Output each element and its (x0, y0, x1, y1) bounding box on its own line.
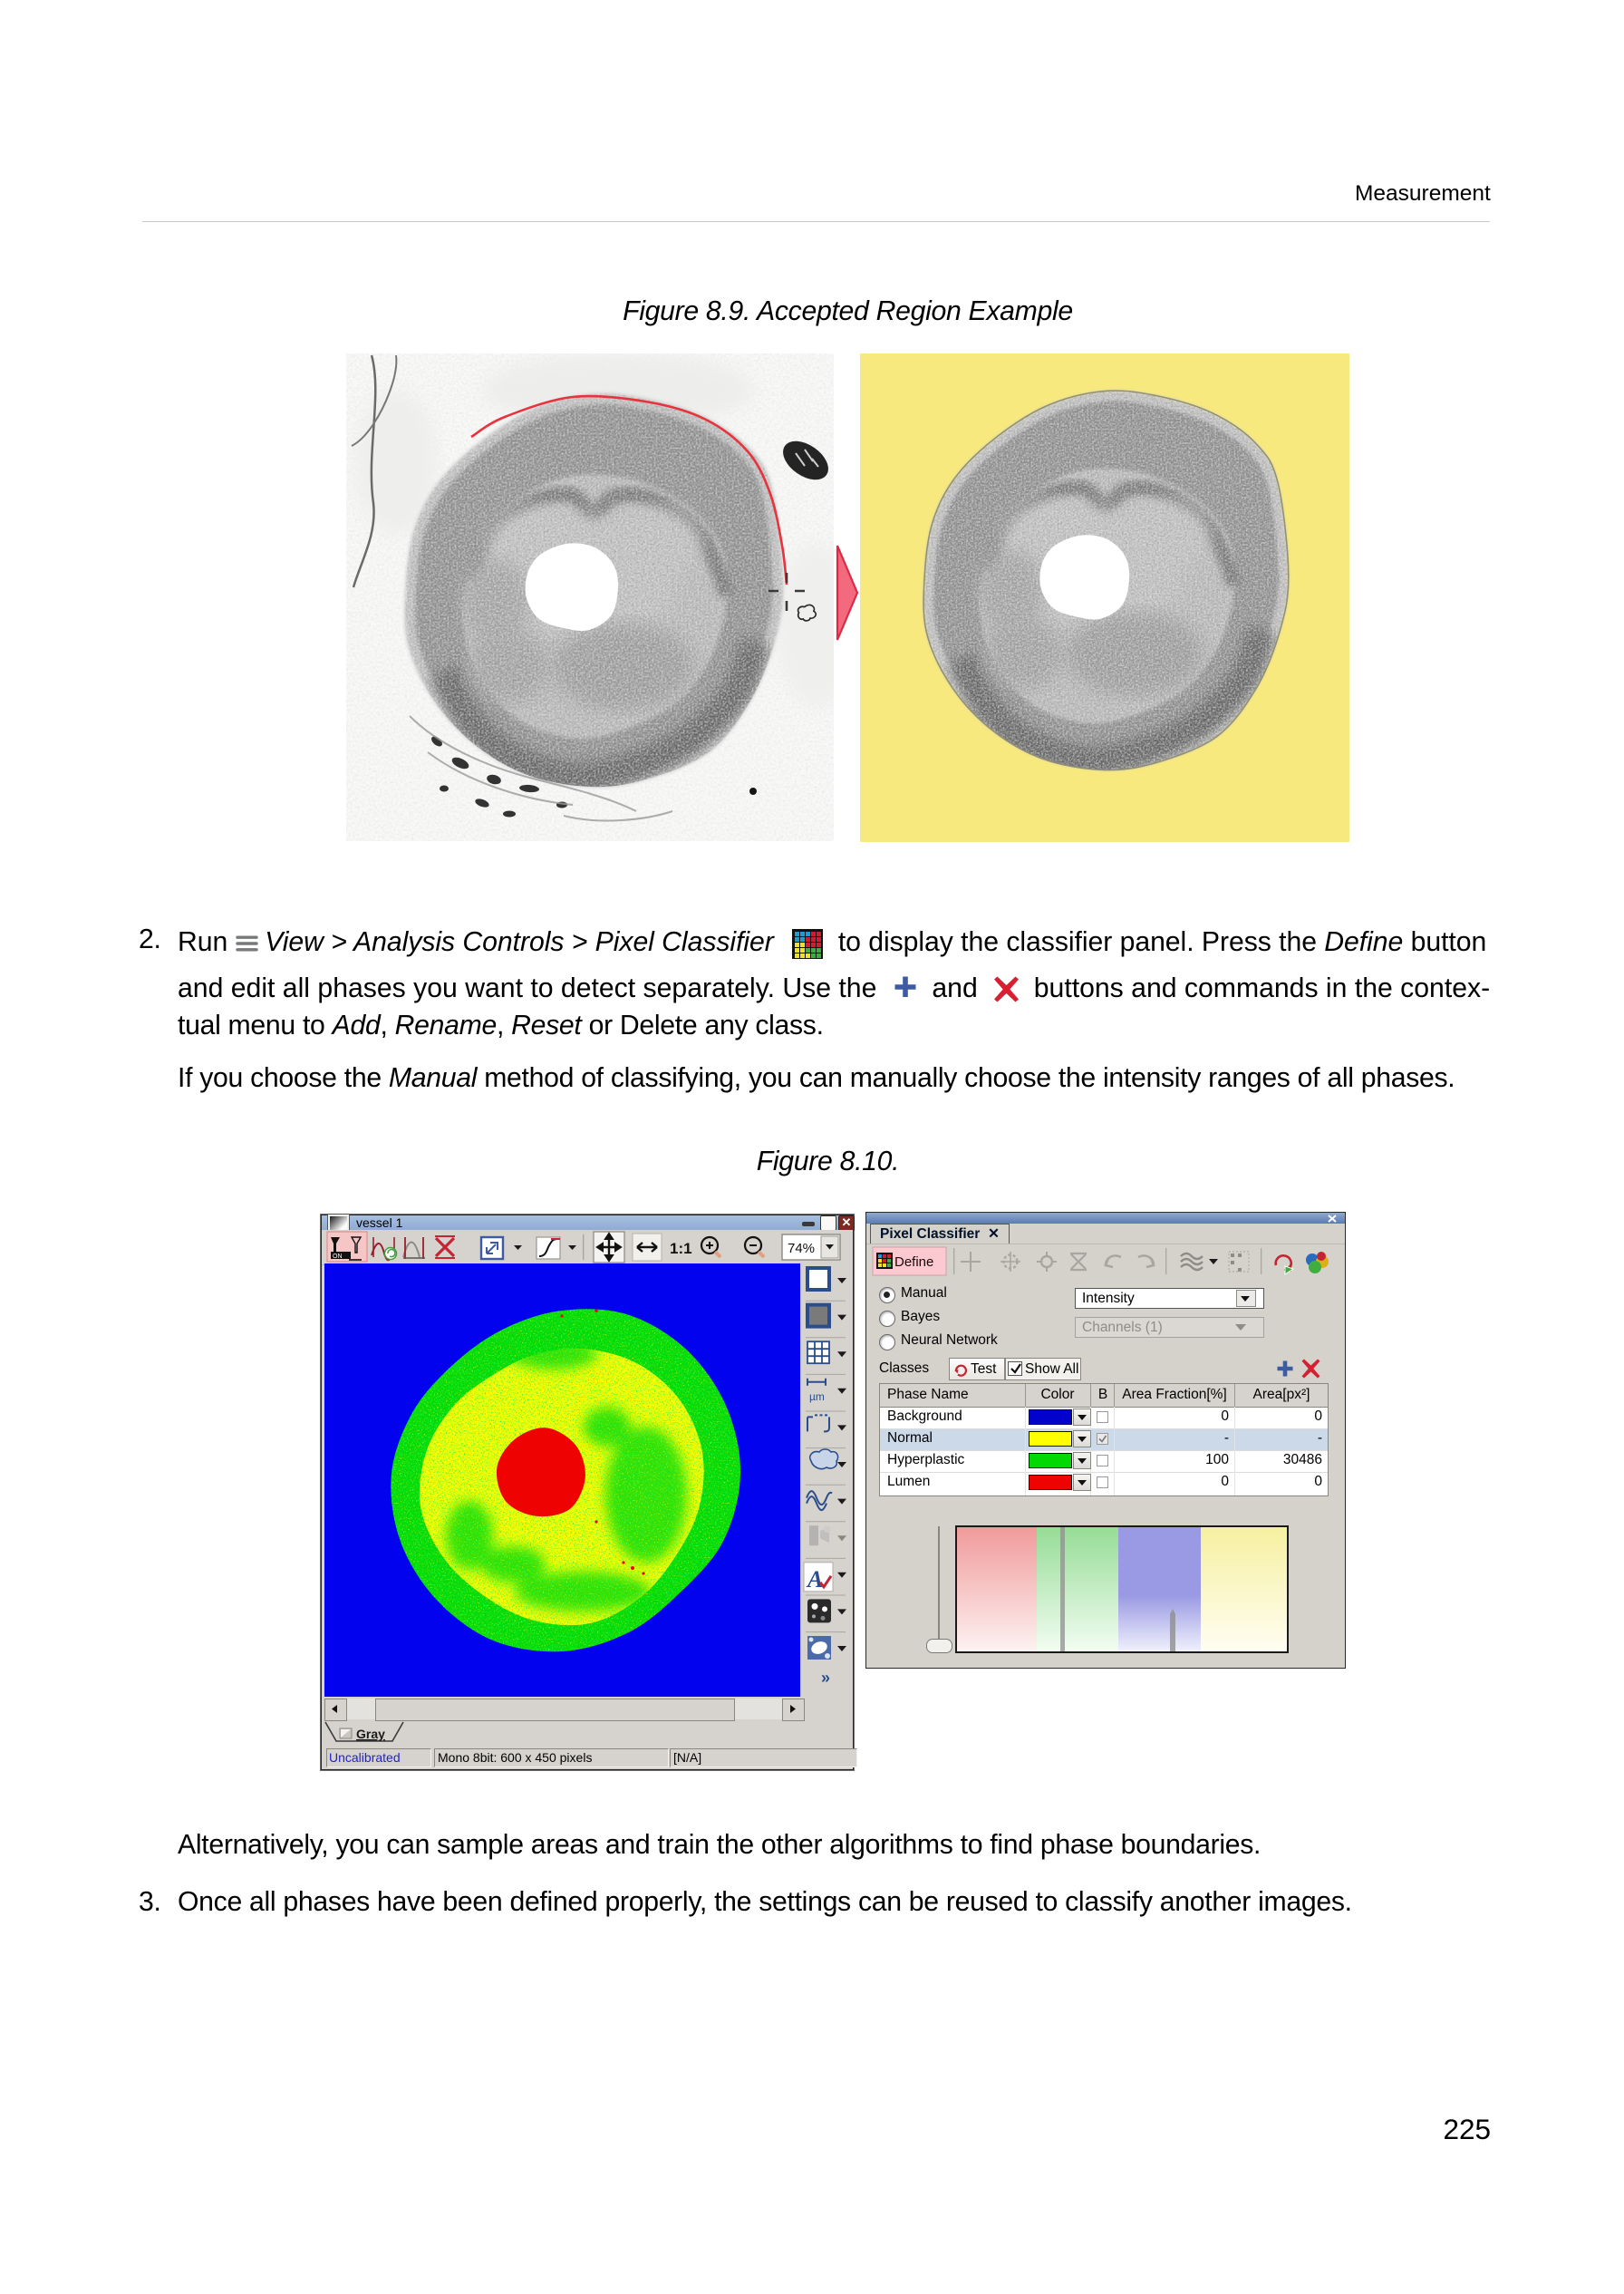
svg-text:74%: 74% (788, 1241, 815, 1256)
svg-text:Gray: Gray (356, 1727, 385, 1741)
svg-text:µm: µm (809, 1390, 825, 1403)
svg-text:1:1: 1:1 (670, 1240, 692, 1257)
svg-text:ON: ON (333, 1253, 343, 1260)
svg-text:Define: Define (894, 1254, 933, 1270)
svg-text:A: A (806, 1566, 823, 1592)
